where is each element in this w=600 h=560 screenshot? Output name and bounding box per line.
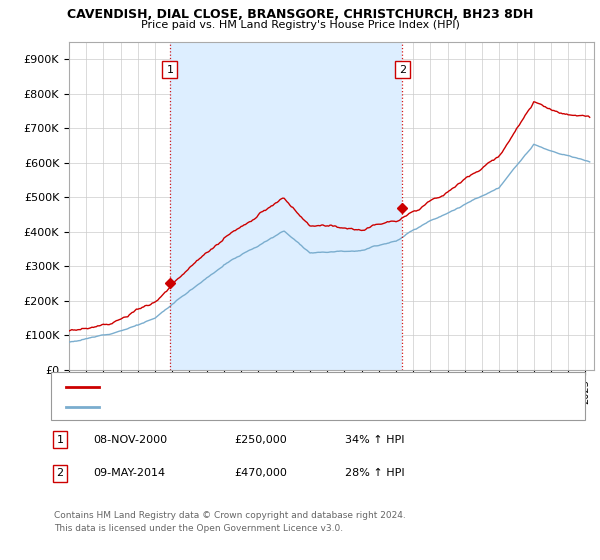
Text: 1: 1 [166, 64, 173, 74]
Text: 34% ↑ HPI: 34% ↑ HPI [345, 435, 404, 445]
Text: CAVENDISH, DIAL CLOSE, BRANSGORE, CHRISTCHURCH, BH23 8DH: CAVENDISH, DIAL CLOSE, BRANSGORE, CHRIST… [67, 8, 533, 21]
Text: £470,000: £470,000 [234, 468, 287, 478]
Text: 08-NOV-2000: 08-NOV-2000 [93, 435, 167, 445]
Text: 28% ↑ HPI: 28% ↑ HPI [345, 468, 404, 478]
Text: This data is licensed under the Open Government Licence v3.0.: This data is licensed under the Open Gov… [54, 524, 343, 533]
Text: HPI: Average price, detached house, New Forest: HPI: Average price, detached house, New … [108, 402, 343, 412]
Text: Contains HM Land Registry data © Crown copyright and database right 2024.: Contains HM Land Registry data © Crown c… [54, 511, 406, 520]
Text: 2: 2 [56, 468, 64, 478]
Text: 2: 2 [398, 64, 406, 74]
Text: CAVENDISH, DIAL CLOSE, BRANSGORE, CHRISTCHURCH, BH23 8DH (detached house): CAVENDISH, DIAL CLOSE, BRANSGORE, CHRIST… [108, 382, 526, 392]
Text: 09-MAY-2014: 09-MAY-2014 [93, 468, 165, 478]
Text: 1: 1 [56, 435, 64, 445]
Text: £250,000: £250,000 [234, 435, 287, 445]
Bar [170, 42, 402, 370]
Text: Price paid vs. HM Land Registry's House Price Index (HPI): Price paid vs. HM Land Registry's House … [140, 20, 460, 30]
